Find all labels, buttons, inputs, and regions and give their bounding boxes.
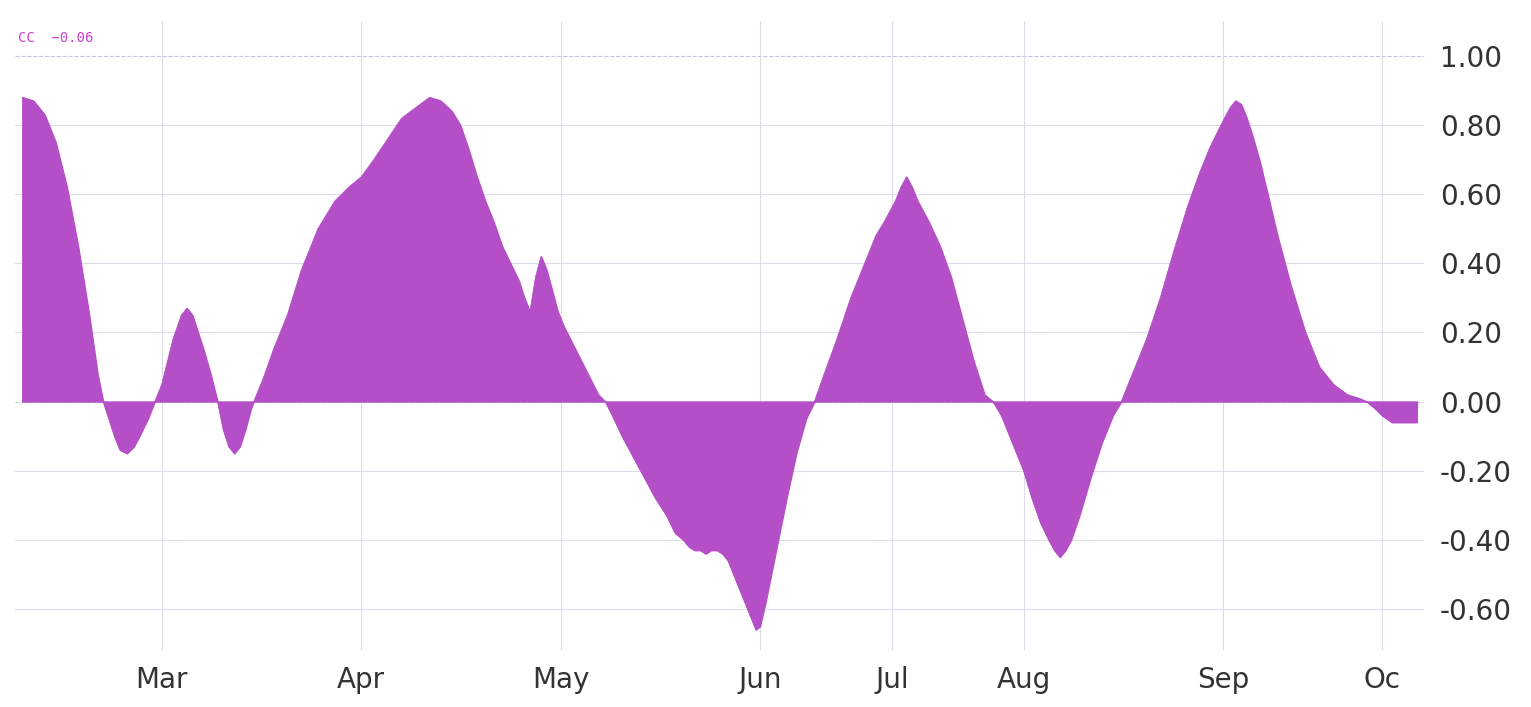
Text: CC  −0.06: CC −0.06: [18, 30, 93, 45]
